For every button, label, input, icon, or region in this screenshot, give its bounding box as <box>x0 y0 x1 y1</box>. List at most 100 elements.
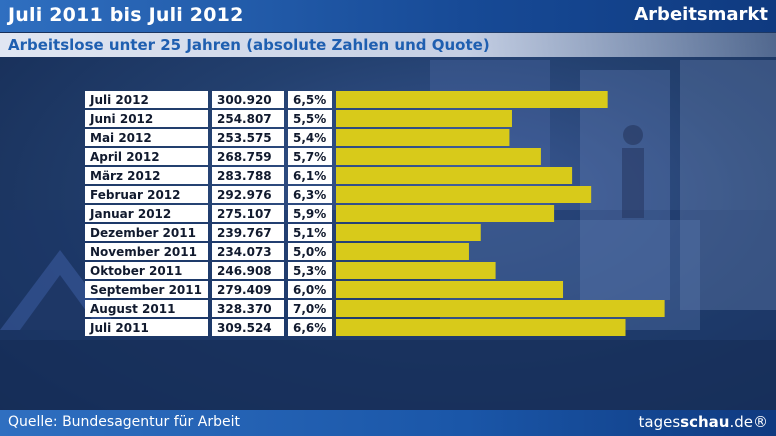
rate-label-cell <box>288 243 332 260</box>
table-row: Februar 2012 292.976 6,3% <box>85 186 592 203</box>
absolute-value-label: 309.524 <box>217 321 272 335</box>
bar <box>336 205 555 222</box>
bar <box>336 91 608 108</box>
month-label: Januar 2012 <box>89 207 171 221</box>
footer-bar <box>0 410 776 436</box>
rate-label: 7,0% <box>293 302 326 316</box>
table-row: Juli 2011 309.524 6,6% <box>85 319 626 336</box>
month-label-cell <box>85 186 208 203</box>
month-label-cell <box>85 148 208 165</box>
bar <box>336 167 573 184</box>
bar <box>336 300 665 317</box>
subtitle-bar <box>0 33 776 57</box>
month-label: Dezember 2011 <box>90 226 196 240</box>
brand-regular: tages <box>638 413 681 431</box>
table-row: April 2012 268.759 5,7% <box>85 148 541 165</box>
bar <box>336 224 481 241</box>
absolute-value-label: 292.976 <box>217 188 272 202</box>
rate-label: 5,1% <box>293 226 326 240</box>
table-row: Juni 2012 254.807 5,5% <box>85 110 512 127</box>
table-row: Juli 2012 300.920 6,5% <box>85 91 608 108</box>
month-label-cell <box>85 167 208 184</box>
month-label-cell <box>85 91 208 108</box>
absolute-value-label: 234.073 <box>217 245 272 259</box>
brand-bold: schau <box>680 413 730 431</box>
brand-logo: tagesschau.de® <box>639 413 768 431</box>
absolute-value-label-cell <box>212 224 284 241</box>
chart-title: Juli 2011 bis Juli 2012 <box>8 4 244 26</box>
absolute-value-label-cell <box>212 205 284 222</box>
month-label-cell <box>85 205 208 222</box>
header-bar <box>0 0 776 32</box>
table-row: November 2011 234.073 5,0% <box>85 243 469 260</box>
month-label: Oktober 2011 <box>90 264 182 278</box>
bar <box>336 186 592 203</box>
rate-label: 5,9% <box>293 207 326 221</box>
rate-label-cell <box>288 319 332 336</box>
bar <box>336 262 496 279</box>
month-label-cell <box>85 224 208 241</box>
month-label-cell <box>85 110 208 127</box>
rate-label-cell <box>288 167 332 184</box>
absolute-value-label-cell <box>212 110 284 127</box>
rate-label: 5,4% <box>293 131 326 145</box>
rate-label-cell <box>288 281 332 298</box>
month-label-cell <box>85 129 208 146</box>
absolute-value-label: 253.575 <box>217 131 272 145</box>
absolute-value-label: 268.759 <box>217 150 272 164</box>
month-label: Juli 2012 <box>89 93 149 107</box>
rate-label: 6,5% <box>293 93 326 107</box>
absolute-value-label-cell <box>212 186 284 203</box>
topic-label: Arbeitsmarkt <box>634 4 768 25</box>
rate-label: 6,6% <box>293 321 326 335</box>
table-row: Januar 2012 275.107 5,9% <box>85 205 555 222</box>
rate-label: 5,7% <box>293 150 326 164</box>
absolute-value-label-cell <box>212 148 284 165</box>
absolute-value-label-cell <box>212 243 284 260</box>
absolute-value-label-cell <box>212 167 284 184</box>
rate-label-cell <box>288 91 332 108</box>
month-label: Februar 2012 <box>90 188 181 202</box>
rate-label-cell <box>288 205 332 222</box>
month-label-cell <box>85 281 208 298</box>
month-label: August 2011 <box>90 302 175 316</box>
month-label: März 2012 <box>90 169 161 183</box>
bar <box>336 319 626 336</box>
chart-subtitle: Arbeitslose unter 25 Jahren (absolute Za… <box>8 36 490 54</box>
table-row: März 2012 283.788 6,1% <box>85 167 573 184</box>
absolute-value-label: 275.107 <box>217 207 272 221</box>
rate-label-cell <box>288 148 332 165</box>
rate-label: 5,5% <box>293 112 326 126</box>
month-label: April 2012 <box>90 150 160 164</box>
absolute-value-label: 246.908 <box>217 264 272 278</box>
absolute-value-label: 328.370 <box>217 302 272 316</box>
month-label: November 2011 <box>90 245 197 259</box>
absolute-value-label-cell <box>212 281 284 298</box>
bar <box>336 281 564 298</box>
absolute-value-label-cell <box>212 319 284 336</box>
table-row: Oktober 2011 246.908 5,3% <box>85 262 496 279</box>
month-label: September 2011 <box>90 283 202 297</box>
bar <box>336 243 469 260</box>
rate-label-cell <box>288 262 332 279</box>
month-label-cell <box>85 319 208 336</box>
absolute-value-label: 239.767 <box>217 226 272 240</box>
month-label: Mai 2012 <box>90 131 152 145</box>
rate-label: 6,1% <box>293 169 326 183</box>
rate-label: 6,3% <box>293 188 326 202</box>
rate-label: 5,3% <box>293 264 326 278</box>
table-row: Mai 2012 253.575 5,4% <box>85 129 510 146</box>
month-label: Juli 2011 <box>89 321 149 335</box>
absolute-value-label-cell <box>212 300 284 317</box>
absolute-value-label-cell <box>212 262 284 279</box>
table-row: September 2011 279.409 6,0% <box>85 281 564 298</box>
bar <box>336 110 512 127</box>
absolute-value-label-cell <box>212 129 284 146</box>
bar <box>336 129 510 146</box>
absolute-value-label: 279.409 <box>217 283 272 297</box>
brand-suffix: .de® <box>729 413 768 431</box>
absolute-value-label: 283.788 <box>217 169 272 183</box>
month-label: Juni 2012 <box>89 112 153 126</box>
